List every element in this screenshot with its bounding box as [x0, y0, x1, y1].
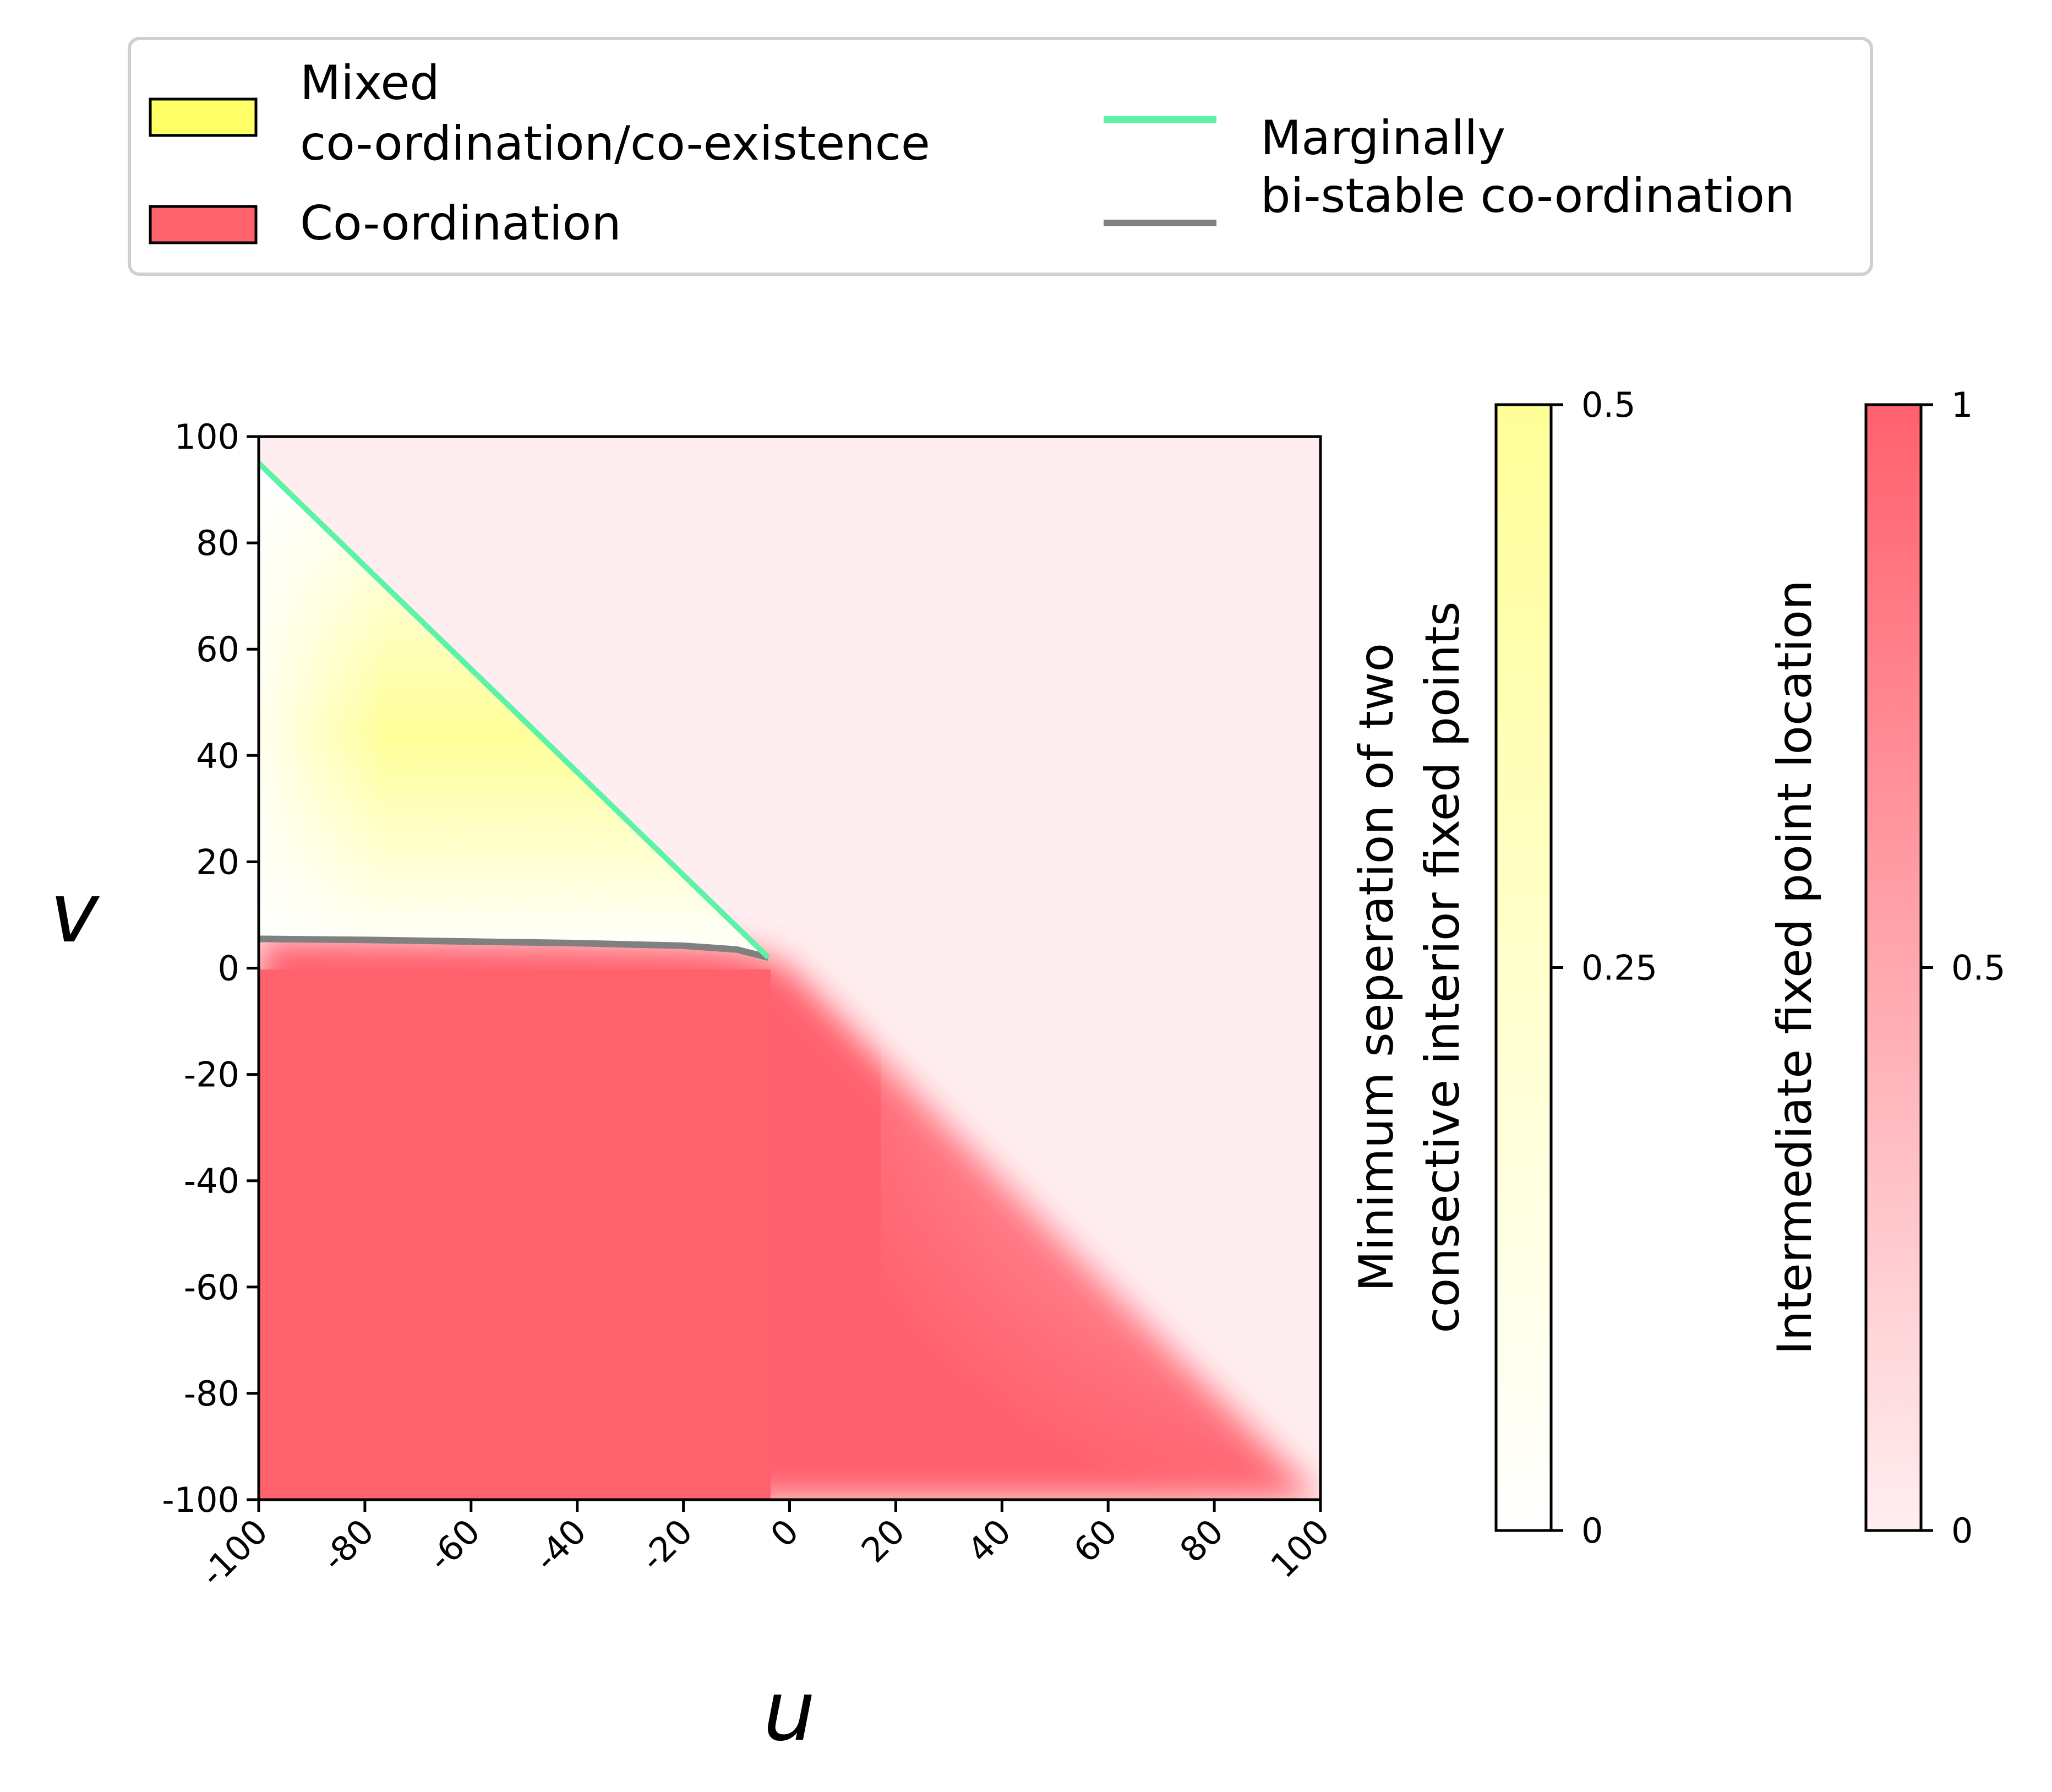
x-tick-label: 100	[1263, 1511, 1337, 1586]
x-tick-label: -100	[192, 1511, 275, 1594]
legend-label-mixed-line1: Mixed	[300, 56, 440, 111]
x-tick-label: 20	[854, 1511, 913, 1570]
colorbar-location-tick-label: 0	[1951, 1511, 1973, 1551]
x-axis-title: u	[763, 1664, 815, 1760]
legend-frame	[128, 37, 1873, 276]
x-tick-label: -40	[526, 1511, 594, 1579]
y-tick-label: 40	[196, 736, 239, 776]
x-tick-label: 40	[959, 1511, 1018, 1570]
grey-boundary-line	[258, 935, 770, 961]
x-axis-ticks: -100 -80 -60 -40 -20 0 20 40 60 80 100	[192, 1500, 1338, 1594]
y-tick-label: -100	[162, 1480, 239, 1520]
y-tick-label: -60	[184, 1267, 239, 1308]
colorbar-separation-tick-label: 0.25	[1581, 948, 1657, 988]
colorbar-location-title: Intermediate fixed point location	[1767, 580, 1822, 1354]
x-tick-label: -80	[314, 1511, 381, 1579]
y-tick-label: 100	[174, 417, 239, 457]
lower-right-fade	[881, 963, 1320, 1500]
legend: Mixed co-ordination/co-existence Co-ordi…	[128, 37, 1873, 276]
colorbar-separation-ticks: 0.5 0.25 0	[1551, 385, 1657, 1551]
y-tick-label: 20	[196, 842, 239, 882]
colorbar-location-gradient	[1864, 403, 1923, 1532]
y-tick-label: -20	[184, 1055, 239, 1095]
y-axis-ticks: 100 80 60 40 20 0 -20 -40 -60 -80 -100	[162, 417, 259, 1520]
colorbar-separation: 0.5 0.25 0 Minimum seperation of two conse…	[1349, 385, 1657, 1551]
colorbar-location-ticks: 10.50	[1921, 385, 2006, 1551]
colorbar-separation-title-line2: consective interior fixed points	[1415, 601, 1470, 1333]
green-boundary-line	[256, 461, 771, 960]
legend-label-marginal-line1: Marginally	[1260, 111, 1505, 166]
x-tick-label: 0	[763, 1511, 807, 1555]
colorbar-separation-tick-label: 0	[1581, 1511, 1603, 1551]
colorbar-location-tick-label: 1	[1951, 385, 1973, 425]
legend-label-mixed-line2: co-ordination/co-existence	[300, 116, 930, 171]
colorbar-location-tick-label: 0.5	[1951, 948, 2006, 988]
y-tick-label: 60	[196, 629, 239, 669]
plot-area: -100 -80 -60 -40 -20 0 20 40 60 80 100 100 80 60 40 20…	[162, 417, 1337, 1594]
y-tick-label: -80	[184, 1374, 239, 1414]
colorbar-separation-title-line1: Minimum seperation of two	[1349, 643, 1404, 1292]
coordination-left-block	[259, 969, 771, 1500]
y-tick-label: 80	[196, 523, 239, 563]
x-tick-label: -60	[420, 1511, 488, 1579]
y-axis-title: v	[50, 865, 100, 961]
colorbar-separation-tick-label: 0.5	[1581, 385, 1636, 425]
legend-swatch-mixed	[149, 97, 258, 137]
y-tick-label: 0	[218, 949, 239, 989]
colorbar-location: 10.50 Intermediate fixed point location	[1767, 385, 2006, 1551]
legend-swatch-coordination	[149, 205, 258, 244]
x-tick-label: -20	[632, 1511, 700, 1579]
heatmap-field	[259, 437, 1320, 1500]
legend-label-marginal-line2: bi-stable co-ordination	[1260, 168, 1794, 224]
colorbar-separation-gradient	[1494, 403, 1553, 1532]
x-tick-label: 80	[1172, 1511, 1231, 1570]
x-tick-label: 60	[1066, 1511, 1125, 1570]
legend-label-coordination: Co-ordination	[300, 196, 621, 251]
y-tick-label: -40	[184, 1161, 239, 1201]
